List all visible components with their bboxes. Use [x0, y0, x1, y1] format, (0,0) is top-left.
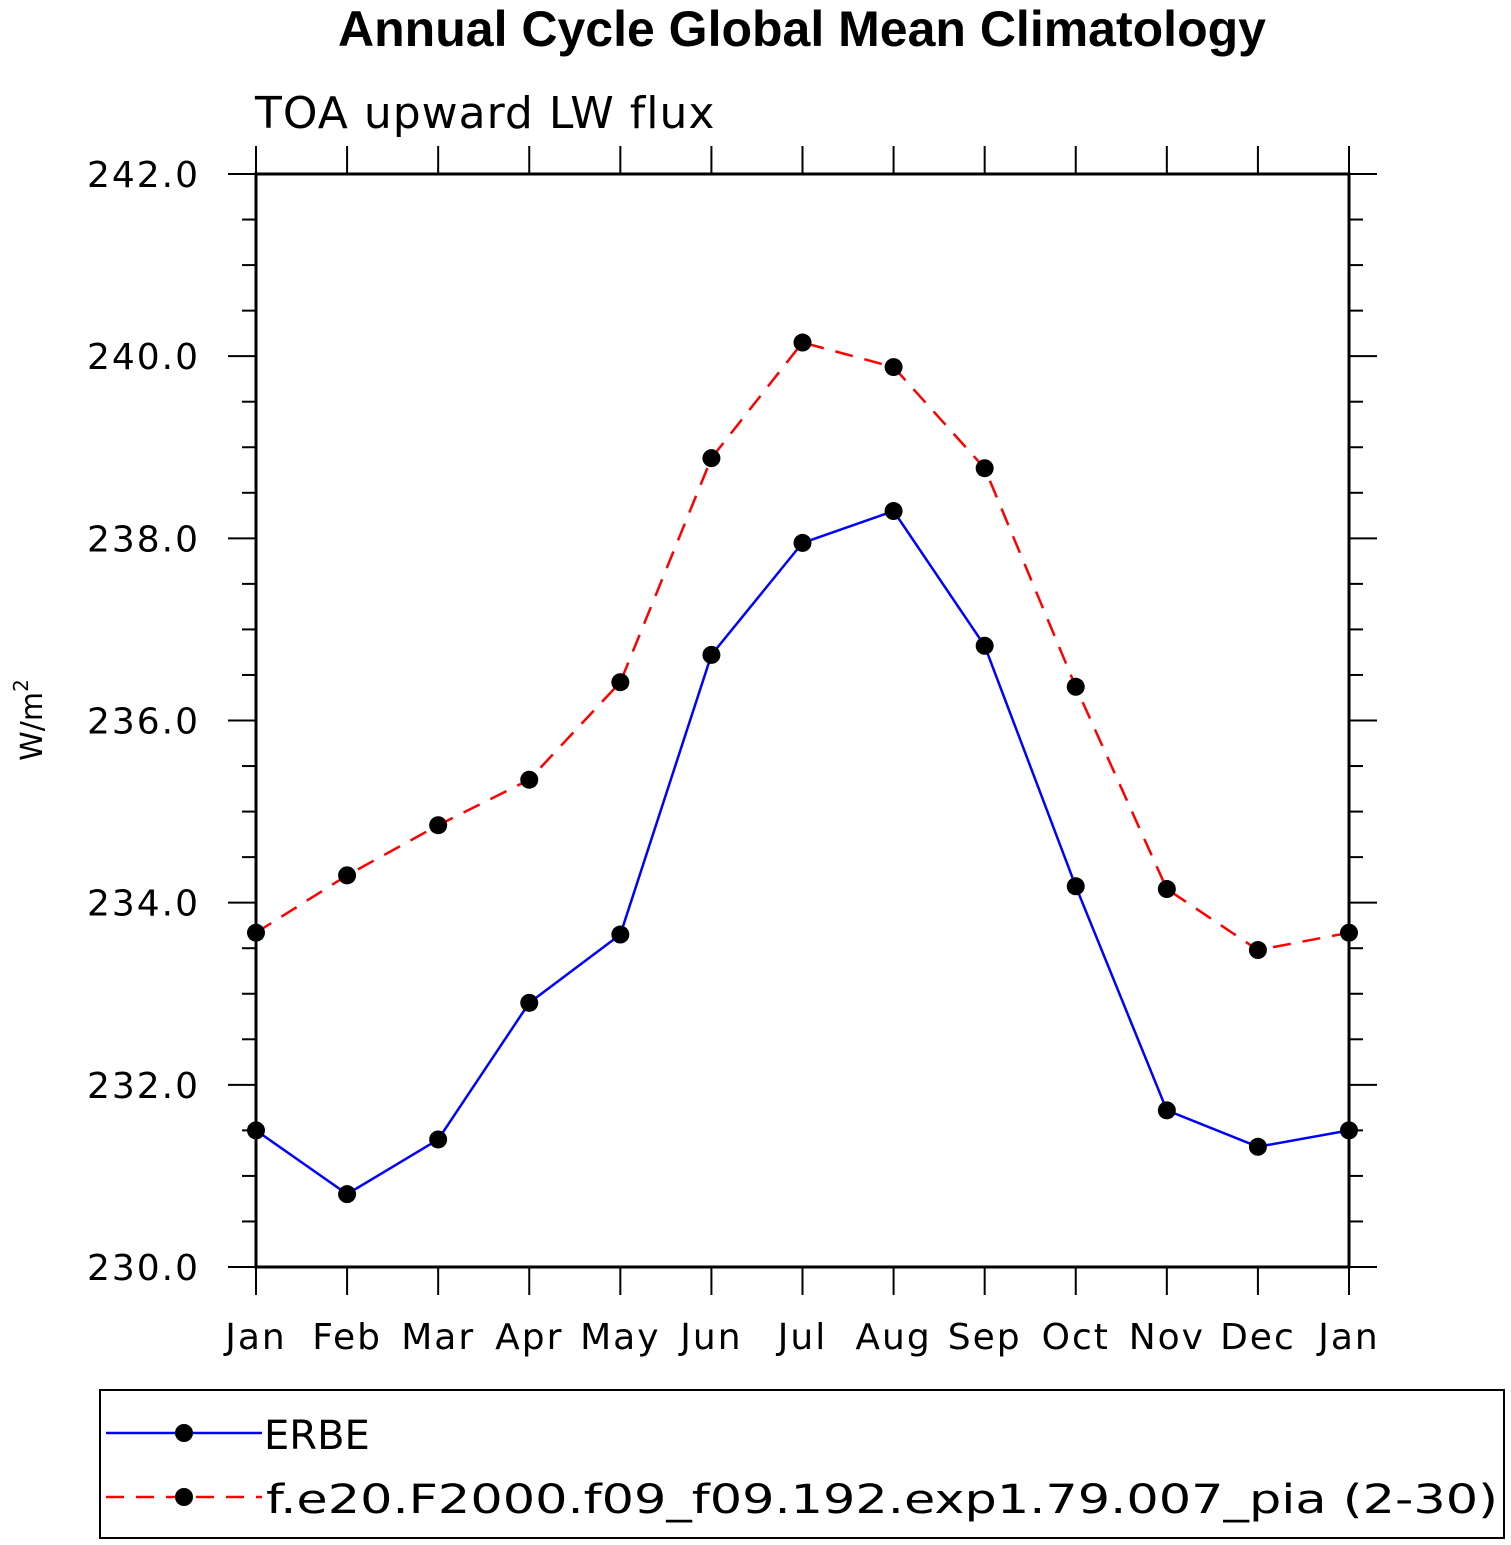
series-layer [247, 333, 1358, 1204]
y-axis-label-superscript: 2 [9, 679, 33, 692]
data-point [975, 636, 994, 655]
y-axis-label-text: W/m [15, 692, 50, 761]
x-tick-label: Jul [776, 1317, 827, 1358]
svg-text:W/m2: W/m2 [9, 679, 50, 761]
x-tick-label: Jan [1316, 1317, 1380, 1358]
data-point [1248, 1137, 1267, 1156]
legend-label-model: f.e20.F2000.f09_f09.192.exp1.79.007_pia … [266, 1477, 1498, 1523]
x-tick-label: May [580, 1317, 660, 1358]
x-tick-label: Jan [223, 1317, 287, 1358]
y-tick-label: 242.0 [87, 155, 200, 196]
data-point [338, 1185, 357, 1204]
y-tick-label: 236.0 [87, 702, 200, 743]
series-0 [247, 502, 1358, 1204]
legend-marker-model [175, 1488, 193, 1506]
data-point [884, 502, 903, 521]
data-point [702, 645, 721, 664]
legend-label-erbe: ERBE [264, 1413, 370, 1459]
data-point [429, 1130, 448, 1149]
x-tick-label: Mar [401, 1317, 475, 1358]
chart-subtitle: TOA upward LW flux [254, 88, 715, 139]
y-tick-label: 230.0 [87, 1248, 200, 1289]
data-point [1066, 877, 1085, 896]
x-tick-label: Oct [1042, 1317, 1110, 1358]
data-point [338, 866, 357, 885]
y-tick-label: 238.0 [87, 519, 200, 560]
plot-frame [254, 172, 1351, 1269]
y-tick-label: 234.0 [87, 884, 200, 925]
data-point [793, 333, 812, 352]
x-tick-label: Nov [1129, 1317, 1205, 1358]
legend-box [99, 1389, 1505, 1539]
data-point [1248, 941, 1267, 960]
series-line [255, 341, 1350, 952]
x-tick-label: Jun [678, 1317, 742, 1358]
data-point [611, 673, 630, 692]
series-line [255, 509, 1350, 1196]
data-point [1157, 880, 1176, 899]
data-point [611, 925, 630, 944]
data-point [702, 449, 721, 468]
data-point [429, 816, 448, 835]
data-point [884, 358, 903, 377]
x-tick-labels: Jan Feb Mar Apr May Jun Jul Aug Sep Oct Nov Dec Jan [223, 1317, 1380, 1358]
chart-title: Annual Cycle Global Mean Climatology [338, 1, 1266, 57]
legend-marker-erbe [175, 1424, 193, 1442]
x-tick-label: Dec [1220, 1317, 1296, 1358]
axis-ticks [228, 146, 1377, 1295]
y-tick-labels: 230.0 232.0 234.0 236.0 238.0 240.0 242.0 [87, 155, 200, 1289]
data-point [520, 770, 539, 789]
data-point [975, 459, 994, 478]
series-1 [247, 333, 1358, 960]
x-tick-label: Aug [855, 1317, 931, 1358]
y-tick-label: 232.0 [87, 1066, 200, 1107]
y-axis-label: W/m2 [9, 679, 50, 761]
x-tick-label: Feb [312, 1317, 382, 1358]
legend: ERBE f.e20.F2000.f09_f09.192.exp1.79.007… [99, 1389, 1505, 1539]
y-tick-label: 240.0 [87, 337, 200, 378]
x-tick-label: Sep [948, 1317, 1022, 1358]
x-tick-label: Apr [495, 1317, 563, 1358]
data-point [1157, 1101, 1176, 1120]
data-point [793, 533, 812, 552]
data-point [1066, 677, 1085, 696]
data-point [520, 993, 539, 1012]
